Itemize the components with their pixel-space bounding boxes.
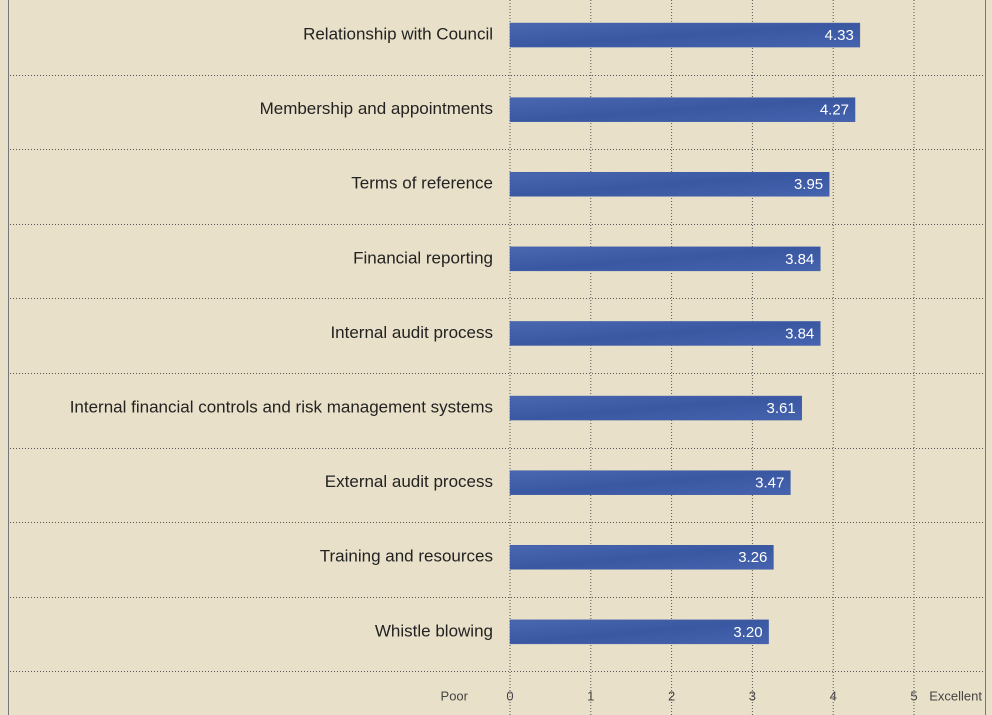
category-label: Whistle blowing: [375, 621, 493, 640]
x-tick-label: 3: [749, 688, 756, 703]
x-low-label: Poor: [441, 688, 469, 703]
value-label: 3.84: [785, 251, 814, 268]
bar: [509, 172, 830, 197]
value-label: 3.61: [766, 400, 795, 417]
category-label: Training and resources: [320, 547, 493, 566]
value-label: 3.20: [733, 624, 762, 641]
x-high-label: Excellent: [929, 688, 982, 703]
x-tick-label: 5: [910, 688, 917, 703]
category-label: Internal financial controls and risk man…: [70, 398, 493, 417]
bar: [509, 246, 821, 272]
value-label: 3.26: [738, 549, 767, 566]
x-tick-label: 1: [587, 688, 594, 703]
category-label: Terms of reference: [351, 174, 493, 193]
bar: [509, 545, 774, 570]
x-tick-label: 4: [830, 688, 837, 703]
category-label: Internal audit process: [330, 323, 493, 342]
x-tick-label: 0: [506, 688, 513, 703]
value-label: 4.27: [820, 102, 849, 119]
bar: [509, 22, 861, 48]
bar: [509, 619, 769, 645]
category-label: Relationship with Council: [303, 25, 493, 44]
category-label: External audit process: [325, 472, 493, 491]
bar: [509, 395, 802, 421]
value-label: 3.47: [755, 475, 784, 492]
value-label: 4.33: [825, 27, 854, 44]
category-label: Financial reporting: [353, 248, 493, 267]
bar: [509, 470, 791, 495]
x-tick-label: 2: [668, 688, 675, 703]
bar: [509, 321, 821, 346]
category-label: Membership and appointments: [260, 99, 493, 118]
bar: [509, 97, 856, 122]
value-label: 3.84: [785, 325, 814, 342]
value-label: 3.95: [794, 176, 823, 193]
